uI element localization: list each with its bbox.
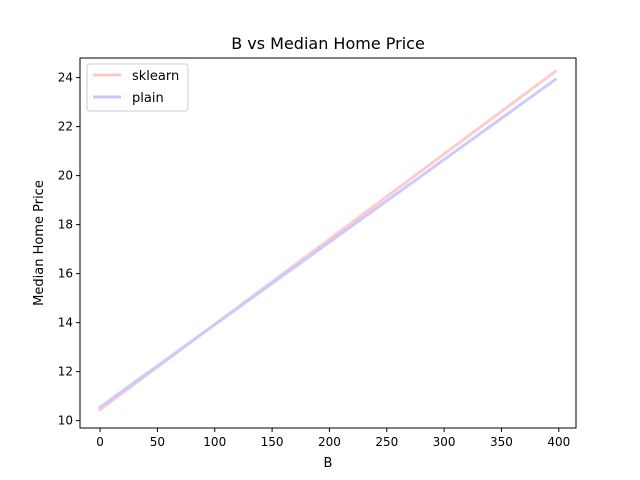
y-axis: 10 12 14 16 18 20 22 24	[58, 71, 80, 428]
legend: sklearn plain	[86, 63, 189, 112]
x-tick-label: 0	[96, 435, 104, 449]
x-tick-label: 150	[261, 435, 284, 449]
series-layer	[97, 69, 558, 412]
x-axis-label: B	[324, 456, 333, 471]
x-tick-label: 50	[150, 435, 165, 449]
y-tick-label: 10	[58, 414, 73, 428]
x-tick-label: 100	[203, 435, 226, 449]
x-tick-label: 300	[433, 435, 456, 449]
x-tick-label: 350	[490, 435, 513, 449]
legend-label-plain: plain	[132, 91, 164, 106]
x-tick-label: 200	[318, 435, 341, 449]
chart-title: B vs Median Home Price	[231, 34, 425, 53]
y-tick-label: 12	[58, 365, 73, 379]
y-tick-label: 14	[58, 316, 73, 330]
series-line-plain	[97, 77, 558, 410]
x-axis: 0 50 100 150 200 250 300 350 400	[96, 428, 570, 449]
y-axis-label: Median Home Price	[32, 180, 47, 306]
y-tick-label: 16	[58, 267, 73, 281]
axes-frame	[79, 57, 577, 429]
y-tick-label: 18	[58, 218, 73, 232]
y-tick-label: 20	[58, 169, 73, 183]
x-tick-label: 400	[547, 435, 570, 449]
y-tick-label: 22	[58, 120, 73, 134]
legend-label-sklearn: sklearn	[132, 69, 179, 84]
x-tick-label: 250	[375, 435, 398, 449]
y-tick-label: 24	[58, 71, 73, 85]
